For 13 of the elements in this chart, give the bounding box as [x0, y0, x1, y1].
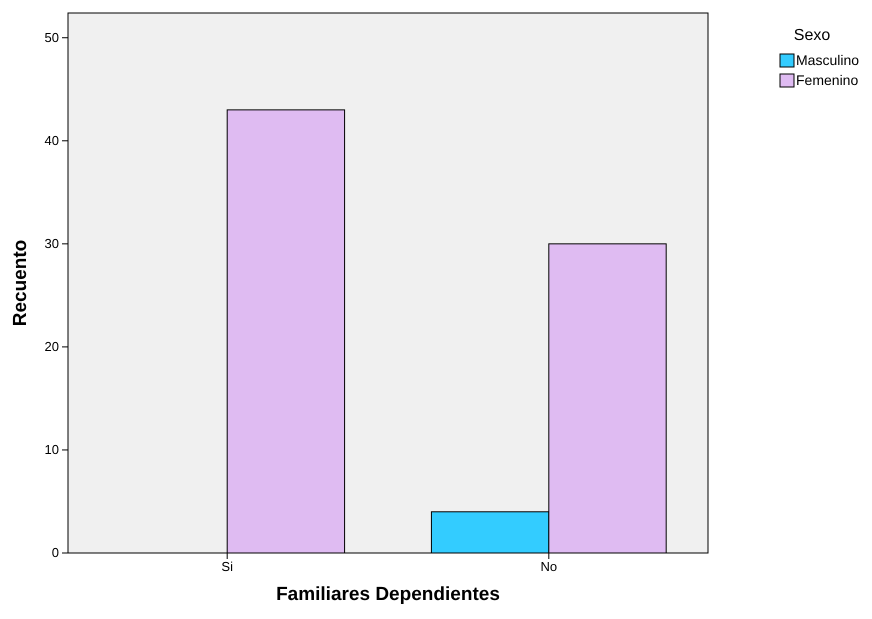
legend-label: Masculino [796, 52, 860, 68]
x-tick-label: No [540, 559, 558, 574]
y-tick-label: 0 [52, 545, 59, 560]
legend-title: Sexo [794, 27, 830, 44]
y-tick-label: 20 [44, 339, 59, 354]
y-tick-label: 10 [44, 442, 59, 458]
y-axis-title: Recuento [10, 240, 31, 326]
x-axis-title: Familiares Dependientes [276, 584, 500, 605]
x-tick-label: Si [221, 559, 234, 574]
y-tick-label: 50 [44, 30, 59, 45]
y-tick-label: 30 [44, 236, 59, 251]
legend-label: Femenino [796, 72, 858, 88]
y-tick-label: 40 [44, 132, 59, 148]
